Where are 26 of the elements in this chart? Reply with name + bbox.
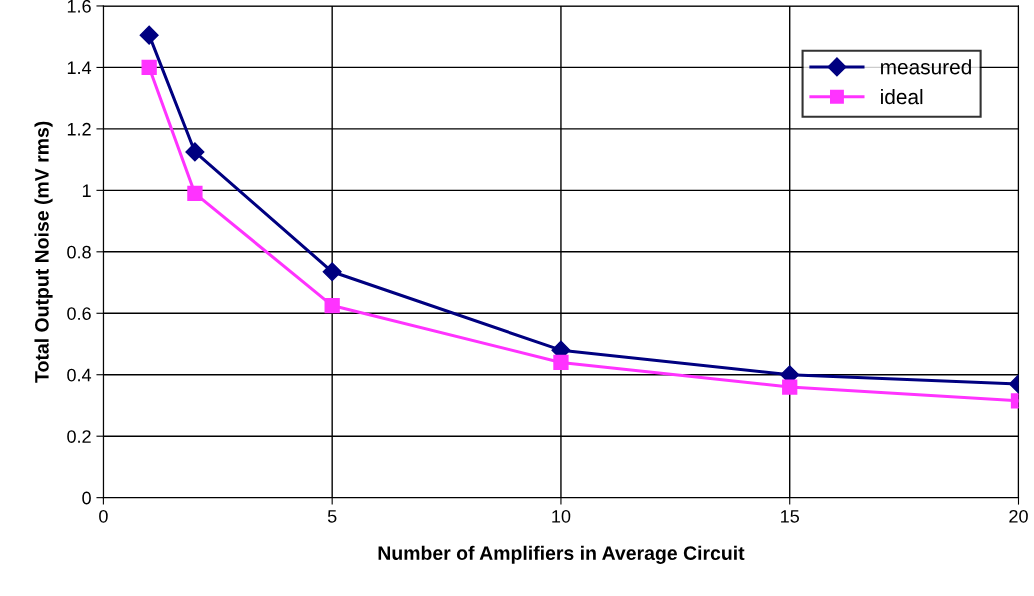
x-tick-label: 5 [327,510,337,523]
x-tick-label: 15 [781,510,799,523]
y-tick-label: 0.4 [67,368,92,382]
point [553,354,569,371]
y-tick-label: 1.2 [67,122,91,136]
point [782,379,798,395]
y-tick-label: 0 [82,491,91,505]
point [141,59,157,76]
x-axis-title: Number of Amplifiers in Average Circuit [378,545,745,564]
x-tick-label: 20 [1009,509,1028,523]
y-tick-label: 1.4 [67,61,92,74]
point [322,262,342,282]
point [185,142,205,162]
y-tick-label: 1 [82,184,91,197]
y-tick-label: 0.8 [67,245,91,259]
point [139,25,159,45]
y-tick-label: 0.6 [67,307,91,320]
y-axis-title: Total Output Noise (mV rms) [34,121,53,383]
x-tick-label: 10 [552,509,571,523]
y-tick-label: 0.2 [67,430,91,443]
point [324,297,340,314]
x-tick-label: 0 [99,509,108,523]
legend-label: ideal [881,88,923,105]
point [187,185,203,202]
y-tick-label: 1.6 [67,0,91,13]
legend-label: measured [881,59,971,75]
